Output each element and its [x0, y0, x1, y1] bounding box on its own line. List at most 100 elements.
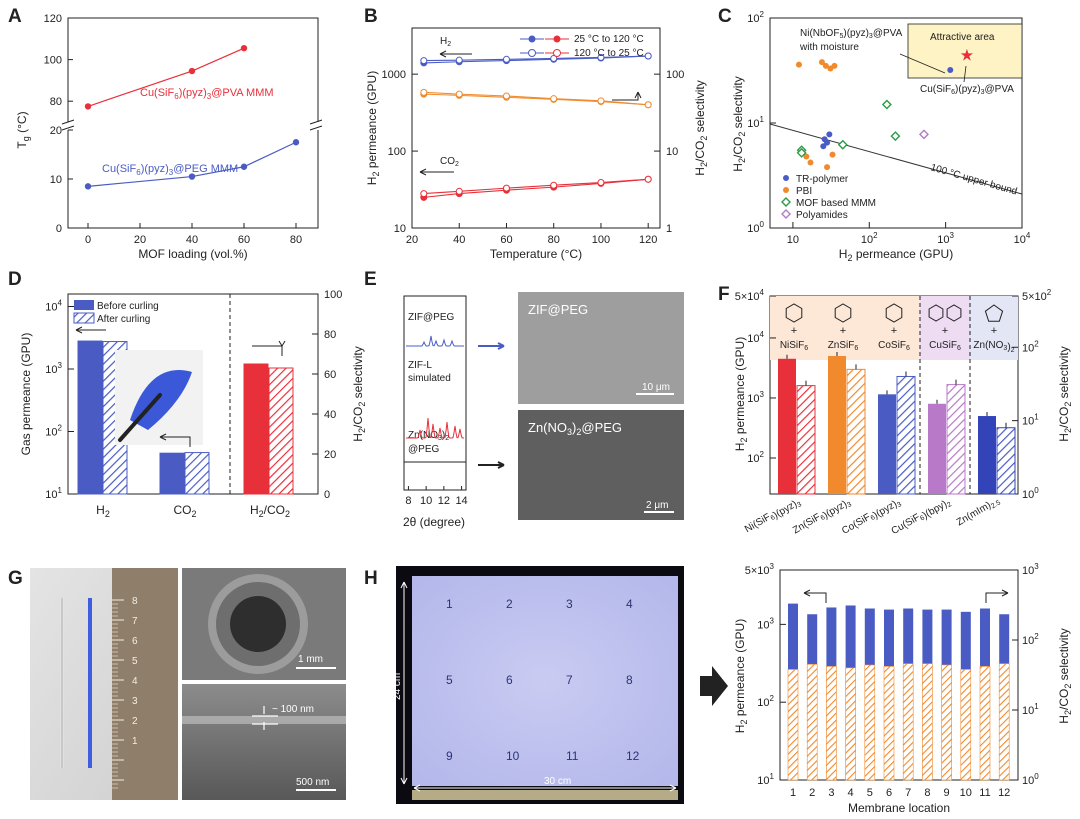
h-xtick: 8	[924, 787, 930, 799]
panel-a-ylabel: Tg (°C)	[15, 111, 31, 148]
panel-e-label-zif: ZIF@PEG	[408, 312, 454, 323]
c-point	[807, 159, 814, 166]
panel-e-label-zn-2: @PEG	[408, 444, 439, 455]
bipyridine-icon	[946, 304, 962, 322]
f-linker-label: Zn(NO3)2	[973, 340, 1014, 354]
d-bar-before	[243, 363, 269, 495]
a-point	[84, 183, 92, 190]
panel-h-xlabel: Membrane location	[848, 801, 950, 815]
f-bar-selectivity	[846, 368, 866, 495]
panel-label-f: F	[718, 284, 730, 305]
b-series-line	[423, 55, 649, 62]
h-ytick: 103	[757, 616, 774, 631]
panel-label-h: H	[364, 568, 378, 589]
panel-e-label-zifl-2: simulated	[408, 373, 451, 384]
membrane-location-label: 2	[506, 597, 513, 611]
c-xtick: 10	[787, 234, 799, 246]
b-ytick: 100	[388, 146, 406, 158]
h-y2tick: 103	[1022, 562, 1039, 577]
c-xtick: 102	[861, 231, 878, 246]
c-point	[837, 139, 848, 150]
panel-b-legend-2: 120 °C to 25 °C	[574, 48, 644, 59]
f-plus: +	[991, 325, 997, 337]
membrane-location-label: 6	[506, 673, 513, 687]
b-y2tick: 10	[666, 146, 678, 158]
sem-label-zn-peg: Zn(NO3)2@PEG	[528, 420, 622, 437]
panel-label-b: B	[364, 6, 378, 27]
a-point	[240, 163, 248, 170]
dim-24cm: 24 cm	[392, 673, 403, 700]
panel-b-legend-open-marker	[528, 49, 536, 57]
f-linker-label: CuSiF6	[929, 340, 961, 352]
panel-label-g: G	[8, 568, 23, 589]
c-point	[826, 131, 833, 138]
b-xtick: 80	[548, 234, 560, 246]
c-point	[890, 131, 901, 142]
b-ytick: 10	[394, 223, 406, 235]
a-point	[188, 173, 196, 180]
c-point	[821, 136, 828, 143]
membrane-location-label: 8	[626, 673, 633, 687]
d-bar-after	[268, 367, 294, 495]
h-bar-selectivity	[941, 664, 952, 781]
d-y2tick: 100	[324, 289, 342, 301]
panel-e-label-zn-1: Zn(NO3)2	[408, 430, 449, 442]
ruler-number: 6	[132, 636, 138, 647]
d-y2tick: 40	[324, 409, 336, 421]
h-bar-selectivity	[806, 663, 818, 781]
ruler-number: 5	[132, 656, 138, 667]
b-xtick: 120	[639, 234, 657, 246]
ruler-number: 1	[132, 736, 138, 747]
h-bar-selectivity	[787, 669, 799, 781]
b-point	[597, 97, 605, 105]
pyrazine-icon	[834, 303, 852, 323]
h-y2tick: 100	[1022, 772, 1039, 787]
a-xtick: 80	[290, 234, 302, 246]
a-xtick: 40	[186, 234, 198, 246]
e-xtick: 8	[405, 495, 411, 507]
f-ytick: 102	[747, 450, 764, 465]
membrane-location-label: 3	[566, 597, 573, 611]
h-bar-selectivity	[979, 666, 991, 781]
scalebar-10um: 10 μm	[642, 382, 670, 393]
panel-c-upper-bound: 100 °C upper bound	[929, 162, 1018, 197]
panel-d-cat-co2: CO2	[173, 503, 196, 519]
f-bar-permeance	[978, 416, 996, 494]
ruler-number: 8	[132, 596, 138, 607]
c-point	[829, 151, 836, 158]
b-series-line	[423, 178, 649, 198]
f-plus: +	[891, 325, 897, 337]
membrane-location-label: 11	[566, 749, 579, 763]
b-ytick: 1000	[382, 69, 406, 81]
b-y2tick: 100	[666, 69, 684, 81]
h-xtick: 10	[960, 787, 972, 799]
h-bar-selectivity	[845, 667, 856, 781]
a-ytick: 20	[50, 125, 62, 137]
membrane-location-label: 9	[446, 749, 453, 763]
d-y2tick: 0	[324, 489, 330, 501]
panel-b-annot-h2: H2	[440, 36, 451, 48]
membrane-sheet	[412, 576, 678, 786]
b-point	[420, 88, 428, 96]
c-point	[831, 62, 838, 69]
c-xtick: 104	[1014, 231, 1031, 246]
panel-a-legend-peg: Cu(SiF6)(pyz)3@PEG MMM	[102, 163, 238, 177]
a-xtick: 20	[134, 234, 146, 246]
h-bar-selectivity	[922, 663, 933, 781]
b-point	[455, 56, 463, 64]
panel-b-ylabel: H2 permeance (GPU)	[365, 71, 381, 185]
dim-30cm: 30 cm	[544, 776, 571, 787]
h-bar-selectivity	[960, 669, 972, 781]
ruler-number: 2	[132, 716, 138, 727]
membrane-location-label: 4	[626, 597, 633, 611]
pyrazine-icon	[785, 303, 803, 323]
f-category: Zn(mIm)2.5	[955, 495, 1002, 529]
f-plus: +	[791, 325, 797, 337]
b-point	[597, 53, 605, 61]
b-point	[502, 184, 510, 192]
panel-a-chart: 0 20 40 60 80 80 100 120 0 10 20 MOF loading (vol.…	[15, 13, 324, 261]
b-xtick: 100	[592, 234, 610, 246]
b-point	[644, 101, 652, 109]
